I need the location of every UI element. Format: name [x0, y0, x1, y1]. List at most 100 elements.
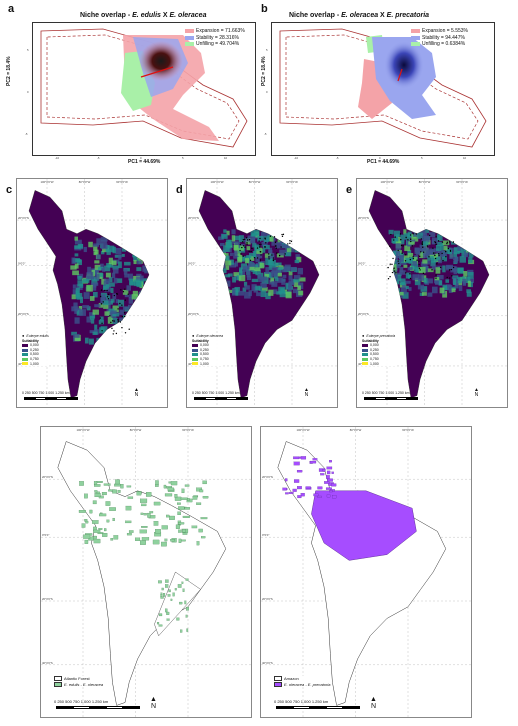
occurrence-point: [281, 233, 283, 236]
occurrence-point: [431, 269, 433, 271]
occurrence-point: [441, 241, 444, 243]
occurrence-point: [397, 249, 399, 252]
overlap-patch: [191, 525, 198, 529]
x-axis-label-a: PC1 = 44.69%: [128, 159, 161, 165]
occurrence-point: [451, 275, 453, 277]
occurrence-point: [120, 289, 122, 291]
overlap-patch: [282, 487, 287, 491]
occurrence-point: [400, 244, 403, 247]
graticule-lat-label: 0°0'0": [42, 533, 49, 537]
overlap-patch: [332, 495, 337, 499]
occurrence-point: [395, 272, 397, 274]
occurrence-point: [99, 317, 101, 319]
density-core: [384, 41, 424, 89]
occurrence-point: [280, 246, 282, 248]
graticule-lon-label: 60°0'0"W: [116, 180, 128, 184]
legend-class-4: 1,000: [192, 362, 223, 367]
occurrence-point: [115, 332, 118, 335]
x-tick-b-3: 5: [421, 156, 423, 160]
overlap-patch: [293, 479, 300, 483]
panel-d: d 100°0'0"W 80°0'0"W 60°0'0"W 20°0'0"N 0°0'0…: [176, 172, 340, 410]
overlap-patch: [198, 528, 203, 533]
occurrence-point: [449, 249, 452, 252]
scale-bar-text-g: 0 250 500 750 1.000 1.250 km: [274, 699, 329, 704]
centroid-shift-arrow: [397, 68, 403, 82]
graticule-lon-label: 80°0'0"W: [350, 428, 362, 432]
occurrence-point: [426, 245, 429, 247]
overlap-patch: [167, 594, 171, 597]
overlap-patch: [94, 493, 101, 498]
overlap-patch: [184, 507, 190, 510]
north-arrow-icon: ▲ N: [134, 387, 139, 398]
occurrence-point: [421, 243, 424, 246]
graticule-lat-label: 0°0'0": [188, 262, 195, 266]
north-arrow-icon: ▲ N: [370, 696, 377, 710]
legend-item-overlap: E. edulis - E. oleracea: [54, 682, 103, 688]
overlap-patch: [293, 456, 300, 460]
occurrence-point: [268, 258, 270, 260]
occurrence-point: [391, 263, 393, 266]
overlap-patch: [177, 511, 181, 516]
overlap-patch: [161, 525, 168, 530]
graticule-lat-label: 40°0'0"S: [42, 661, 53, 665]
overlap-patch: [192, 495, 198, 500]
overlap-patch: [331, 483, 337, 487]
overlap-patch: [325, 487, 332, 490]
occurrence-point: [242, 255, 244, 257]
legend-class-0: 0,000: [192, 343, 223, 348]
occurrence-point: [99, 295, 102, 298]
graticule-lon-label: 60°0'0"W: [456, 180, 468, 184]
overlap-patch: [94, 484, 101, 487]
niche-plot-b: [271, 22, 495, 156]
occurrence-point: [265, 242, 267, 244]
overlap-patch: [182, 588, 185, 592]
overlap-patch: [115, 479, 120, 485]
overlap-patch: [305, 486, 311, 489]
occurrence-point: [446, 276, 448, 279]
overlap-patch: [178, 522, 185, 525]
map-g-svg: 100°0'0"W 80°0'0"W 60°0'0"W 20°0'0"N 0°0'0" 2…: [261, 427, 471, 717]
occurrence-point: [240, 253, 242, 255]
overlap-patch: [161, 587, 164, 591]
occurrence-point: [394, 236, 396, 238]
overlap-patch: [326, 470, 331, 475]
occurrence-point: [119, 302, 121, 305]
panel-c-label: c: [6, 184, 13, 196]
overlap-patch: [187, 497, 190, 501]
overlap-patch: [128, 530, 134, 533]
panel-e: e 100°0'0"W 80°0'0"W 60°0'0"W 20°0'0"N 0°0'0…: [346, 172, 510, 410]
overlap-patch: [163, 484, 167, 489]
occurrence-point: [418, 260, 420, 262]
overlap-patch: [105, 501, 111, 506]
panel-a: a Niche overlap - E. edulis X E. olerace…: [0, 0, 259, 170]
occurrence-point: [113, 320, 115, 322]
scale-bar-text-c: 0 250 500 750 1.000 1.250 km: [22, 391, 70, 395]
overlap-patch: [164, 493, 173, 497]
occurrence-point: [447, 247, 450, 250]
graticule-lon-label: 100°0'0"W: [210, 180, 223, 184]
overlap-patch: [297, 486, 302, 490]
overlap-patch: [288, 492, 294, 494]
overlap-patch: [155, 529, 161, 534]
panel-f: f 100°0'0"W80°0'0"W60°0'0"W20°0'0"N0°0'0…: [34, 420, 256, 720]
x-tick-a-3: 5: [182, 156, 184, 160]
occurrence-point: [387, 278, 390, 280]
overlap-patch: [89, 509, 93, 514]
overlap-patch: [186, 606, 189, 611]
overlap-patch: [101, 492, 107, 496]
occurrence-point: [449, 277, 451, 279]
overlap-patch: [93, 535, 97, 539]
overlap-patch: [292, 488, 297, 492]
overlap-patch: [327, 478, 333, 482]
occurrence-point: [412, 257, 415, 260]
overlap-patch: [309, 460, 317, 464]
overlap-patch: [125, 520, 132, 524]
scale-bar-d: [194, 397, 248, 400]
occurrence-point: [446, 242, 448, 245]
occurrence-point: [272, 257, 275, 259]
overlap-patch: [120, 484, 124, 489]
overlap-patch: [329, 490, 333, 493]
legend-class-4: 1,000: [22, 362, 49, 367]
overlap-patch: [200, 517, 208, 520]
overlap-patch: [161, 541, 167, 547]
